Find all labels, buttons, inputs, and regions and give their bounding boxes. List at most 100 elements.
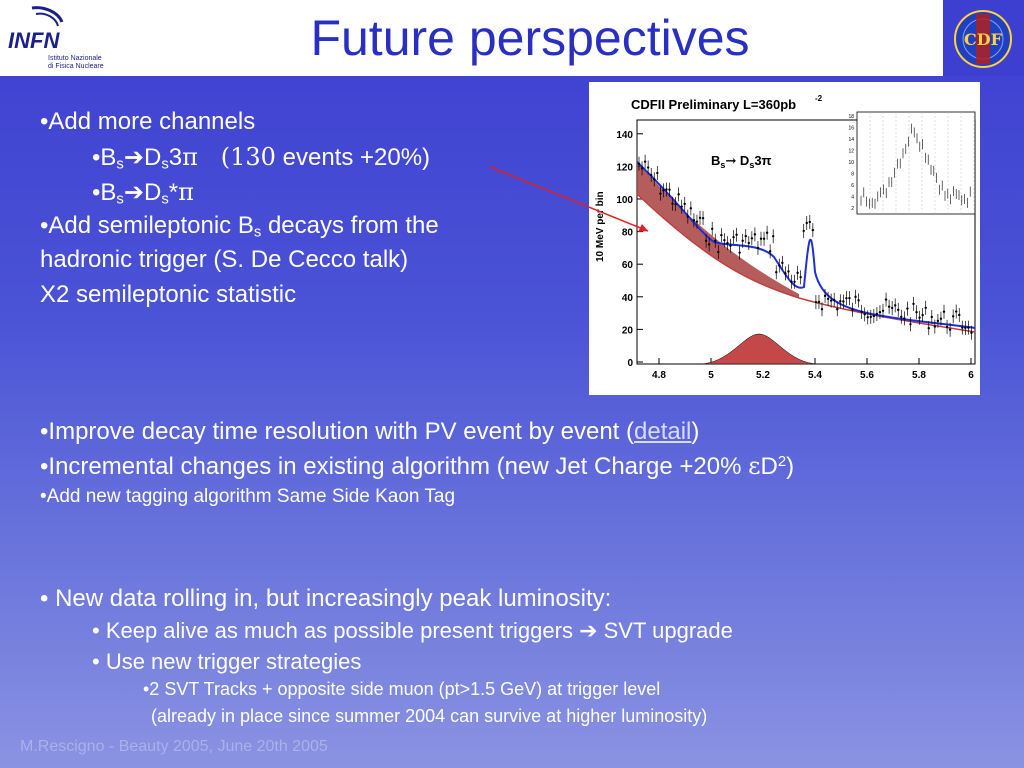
text-d: D xyxy=(143,179,162,206)
svg-text:Istituto Nazionale: Istituto Nazionale xyxy=(48,55,102,62)
x-tick-label: 4.8 xyxy=(652,370,666,381)
data-point-marker xyxy=(643,160,647,163)
bullet-add-channels: •Add more channels xyxy=(40,108,256,135)
data-point-marker xyxy=(927,326,930,330)
data-point-marker xyxy=(967,326,970,329)
title-bar xyxy=(0,0,943,76)
bullet-decay-time: •Improve decay time resolution with PV e… xyxy=(40,418,699,446)
data-point-marker xyxy=(817,300,821,304)
data-point-marker xyxy=(955,310,958,313)
data-point-marker xyxy=(659,192,662,195)
label-d: D xyxy=(736,153,749,168)
label-rest: 3π xyxy=(754,153,771,168)
inset-tick-label: 4 xyxy=(851,195,854,201)
data-point-marker xyxy=(823,294,827,298)
data-point-marker xyxy=(701,216,705,220)
data-point-marker xyxy=(912,302,915,306)
data-point-marker xyxy=(750,237,754,240)
data-point-marker xyxy=(848,296,851,300)
plot-ylabel: 10 MeV per bin xyxy=(595,191,606,262)
pi-symbol: π xyxy=(178,178,194,206)
y-tick-label: 60 xyxy=(622,260,634,271)
semileptonic-pre: •Add semileptonic B xyxy=(40,212,254,239)
data-point-marker xyxy=(836,308,839,311)
data-point-marker xyxy=(704,239,708,242)
data-point-marker xyxy=(765,231,769,234)
data-point-marker xyxy=(878,310,882,314)
data-point-marker xyxy=(924,306,927,310)
svg-text:CDF: CDF xyxy=(964,30,1003,49)
bullet-incremental: •Incremental changes in existing algorit… xyxy=(40,452,794,481)
bullet-bs-dsstar-pi: •Bs➔Ds*π xyxy=(92,178,194,208)
data-point-marker xyxy=(714,239,717,242)
data-point-marker xyxy=(768,250,772,253)
data-point-marker xyxy=(729,244,732,247)
data-point-marker xyxy=(942,310,946,313)
text-d: D xyxy=(143,144,162,171)
events-text: events +20%) xyxy=(275,144,431,171)
label-b: B xyxy=(711,153,720,168)
data-point-marker xyxy=(808,220,811,224)
sup-2: 2 xyxy=(777,453,787,470)
inset-tick-label: 16 xyxy=(848,126,854,132)
data-point-marker xyxy=(778,264,781,267)
epsilon-symbol: ε xyxy=(748,452,761,480)
data-point-marker xyxy=(756,246,760,250)
y-tick-label: 120 xyxy=(616,162,633,173)
data-point-marker xyxy=(796,271,799,275)
y-tick-label: 140 xyxy=(616,130,633,141)
label-arrow: → xyxy=(725,154,736,169)
data-point-marker xyxy=(683,202,686,206)
detail-link[interactable]: detail xyxy=(634,418,692,445)
bullet-keep-alive: • Keep alive as much as possible present… xyxy=(92,618,733,644)
data-point-marker xyxy=(668,188,671,191)
plot-inset: 18 16 14 12 10 8 6 4 2 xyxy=(848,111,976,215)
plot-label: Bs→ Ds3π xyxy=(711,153,772,170)
y-tick-label: 80 xyxy=(622,228,634,239)
incremental-post: ) xyxy=(786,453,795,480)
sub-s: s xyxy=(116,191,124,208)
sub-s: s xyxy=(253,224,262,241)
data-point-marker xyxy=(711,227,714,231)
data-point-marker xyxy=(802,229,805,233)
inset-tick-label: 6 xyxy=(851,183,854,189)
data-point-marker xyxy=(720,233,723,237)
sub-s2: s xyxy=(161,156,169,173)
star: * xyxy=(168,179,179,206)
bullet-new-data: • New data rolling in, but increasingly … xyxy=(40,585,612,612)
data-point-marker xyxy=(939,317,943,320)
data-point-marker xyxy=(698,216,702,220)
data-point-marker xyxy=(735,233,738,236)
data-point-marker xyxy=(744,234,747,238)
data-point-marker xyxy=(717,250,720,254)
data-point-marker xyxy=(656,171,659,175)
svg-text:INFN: INFN xyxy=(8,28,60,53)
arrow-icon: ➔ xyxy=(579,618,598,643)
sub-s2: s xyxy=(161,191,169,208)
data-point-marker xyxy=(772,235,775,238)
data-point-marker xyxy=(732,235,735,239)
data-point-marker xyxy=(671,202,674,205)
data-point-marker xyxy=(829,299,833,302)
plot-title: CDFII Preliminary L=360pb xyxy=(631,97,796,112)
data-point-marker xyxy=(933,325,937,328)
data-point-marker xyxy=(842,300,845,303)
already-in-place: (already in place since summer 2004 can … xyxy=(146,706,708,726)
label-sub: s xyxy=(720,160,725,170)
page-title: Future perspectives xyxy=(310,10,750,66)
keep-alive-pre: • Keep alive as much as possible present… xyxy=(92,618,580,643)
data-point-marker xyxy=(784,272,787,275)
inset-tick-label: 14 xyxy=(848,137,854,143)
data-point-marker xyxy=(762,237,766,240)
data-point-marker xyxy=(665,188,668,191)
plot-svg: CDFII Preliminary L=360pb -2 10 MeV per … xyxy=(595,94,976,381)
data-point-marker xyxy=(826,297,830,301)
signal-peak xyxy=(698,333,820,365)
data-point-marker xyxy=(903,317,906,320)
keep-alive-post: SVT upgrade xyxy=(597,618,733,643)
inset-tick-label: 10 xyxy=(848,160,854,166)
text-b: •B xyxy=(92,144,117,171)
data-point-marker xyxy=(741,239,744,243)
data-point-marker xyxy=(964,326,967,330)
inset-tick-label: 18 xyxy=(848,114,854,120)
